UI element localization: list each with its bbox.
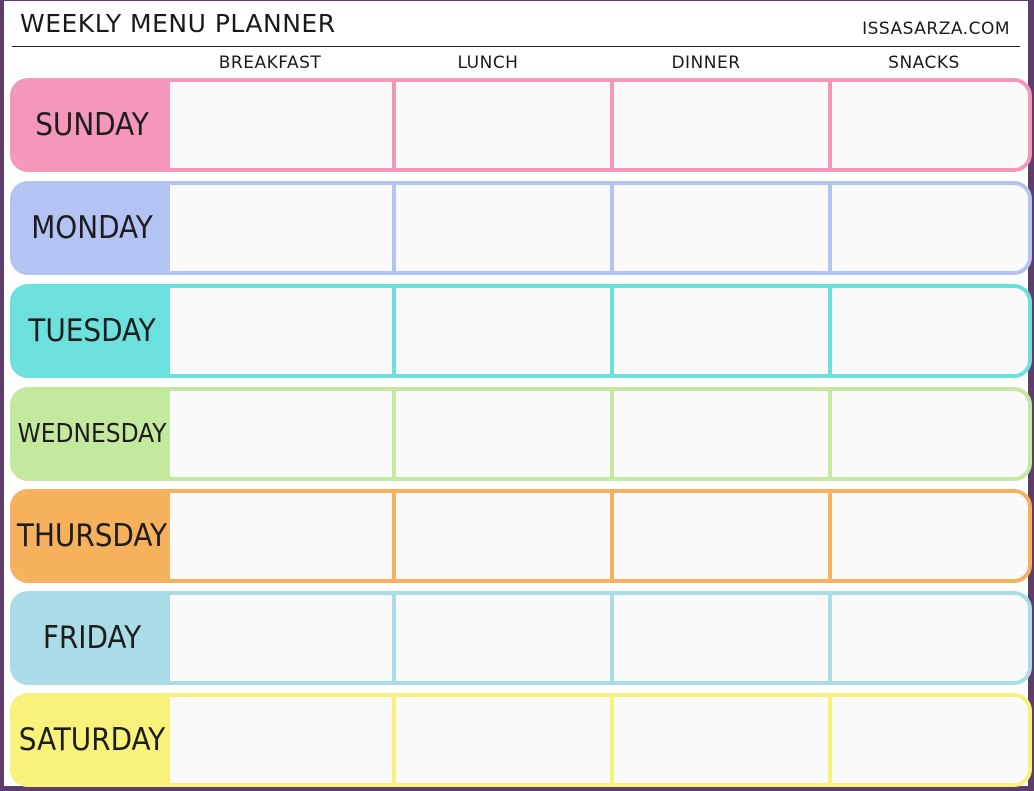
meal-cell-monday-breakfast[interactable] <box>174 185 388 271</box>
meal-cell-friday-snacks[interactable] <box>832 595 1028 681</box>
cell-divider <box>392 288 396 374</box>
meal-cell-thursday-breakfast[interactable] <box>174 493 388 579</box>
cell-divider <box>828 288 832 374</box>
meal-cell-thursday-dinner[interactable] <box>614 493 824 579</box>
cell-divider <box>828 391 832 477</box>
meal-cell-monday-dinner[interactable] <box>614 185 824 271</box>
cell-divider <box>392 493 396 579</box>
meal-cell-friday-lunch[interactable] <box>396 595 606 681</box>
cell-divider <box>828 185 832 271</box>
meal-cell-saturday-lunch[interactable] <box>396 697 606 783</box>
day-label-thursday: THURSDAY <box>14 493 170 579</box>
day-label-wednesday: WEDNESDAY <box>14 391 170 477</box>
meal-cell-tuesday-dinner[interactable] <box>614 288 824 374</box>
cell-divider <box>610 391 614 477</box>
cell-divider <box>610 288 614 374</box>
cell-divider <box>828 82 832 168</box>
column-header-dinner: DINNER <box>671 53 741 73</box>
cell-divider <box>392 82 396 168</box>
cell-divider <box>392 595 396 681</box>
meal-cell-monday-snacks[interactable] <box>832 185 1028 271</box>
meal-cell-thursday-lunch[interactable] <box>396 493 606 579</box>
row-thursday: THURSDAY <box>10 489 1032 583</box>
cell-divider <box>392 391 396 477</box>
meal-cell-sunday-snacks[interactable] <box>832 82 1028 168</box>
cell-divider <box>610 697 614 783</box>
row-wednesday: WEDNESDAY <box>10 387 1032 481</box>
cell-divider <box>610 82 614 168</box>
column-header-breakfast: BREAKFAST <box>218 53 322 73</box>
cell-divider <box>610 493 614 579</box>
day-label-tuesday: TUESDAY <box>14 288 170 374</box>
meal-cell-sunday-lunch[interactable] <box>396 82 606 168</box>
cell-divider <box>828 595 832 681</box>
cell-divider <box>828 493 832 579</box>
cell-divider <box>392 185 396 271</box>
meal-cell-saturday-snacks[interactable] <box>832 697 1028 783</box>
cell-divider <box>610 595 614 681</box>
meal-cell-friday-breakfast[interactable] <box>174 595 388 681</box>
cell-divider <box>610 185 614 271</box>
meal-cell-wednesday-breakfast[interactable] <box>174 391 388 477</box>
day-label-sunday: SUNDAY <box>14 82 170 168</box>
meal-cell-wednesday-lunch[interactable] <box>396 391 606 477</box>
meal-cell-sunday-dinner[interactable] <box>614 82 824 168</box>
row-tuesday: TUESDAY <box>10 284 1032 378</box>
meal-cell-saturday-breakfast[interactable] <box>174 697 388 783</box>
day-label-friday: FRIDAY <box>14 595 170 681</box>
meal-cell-sunday-breakfast[interactable] <box>174 82 388 168</box>
site-credit: ISSASARZA.COM <box>862 19 1010 39</box>
meal-cell-tuesday-breakfast[interactable] <box>174 288 388 374</box>
meal-cell-wednesday-dinner[interactable] <box>614 391 824 477</box>
row-friday: FRIDAY <box>10 591 1032 685</box>
meal-cell-monday-lunch[interactable] <box>396 185 606 271</box>
cell-divider <box>392 697 396 783</box>
row-sunday: SUNDAY <box>10 78 1032 172</box>
column-header-snacks: SNACKS <box>888 53 960 73</box>
meal-cell-tuesday-snacks[interactable] <box>832 288 1028 374</box>
meal-cell-thursday-snacks[interactable] <box>832 493 1028 579</box>
meal-cell-wednesday-snacks[interactable] <box>832 391 1028 477</box>
row-saturday: SATURDAY <box>10 693 1032 787</box>
header-divider <box>12 46 1020 47</box>
meal-cell-tuesday-lunch[interactable] <box>396 288 606 374</box>
day-label-saturday: SATURDAY <box>14 697 170 783</box>
cell-divider <box>828 697 832 783</box>
day-label-monday: MONDAY <box>14 185 170 271</box>
meal-cell-saturday-dinner[interactable] <box>614 697 824 783</box>
row-monday: MONDAY <box>10 181 1032 275</box>
meal-cell-friday-dinner[interactable] <box>614 595 824 681</box>
column-header-lunch: LUNCH <box>457 53 519 73</box>
page-title: WEEKLY MENU PLANNER <box>20 9 336 38</box>
